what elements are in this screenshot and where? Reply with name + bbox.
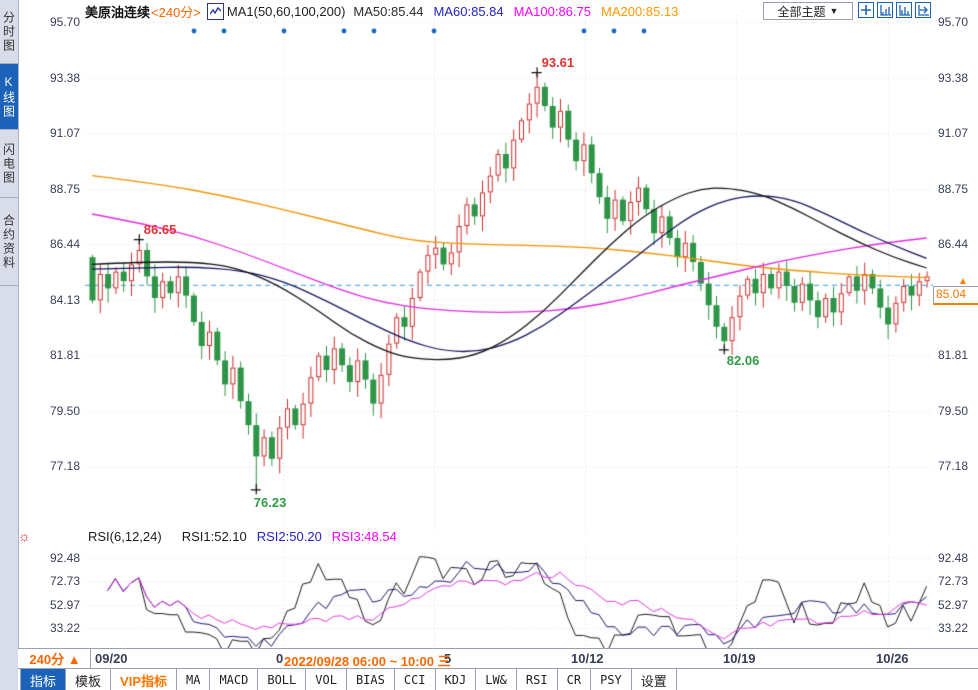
price-label-l-6: 81.81	[49, 348, 80, 363]
time-label-5: 10/26	[876, 651, 909, 666]
price-label-r-1: 93.38	[938, 70, 969, 85]
toolbar-tab-boll[interactable]: BOLL	[258, 669, 307, 690]
chevron-down-icon: ▼	[829, 6, 839, 16]
bar-datetime-tooltip: 2022/09/28 06:00 ~ 10:00 三	[284, 654, 451, 669]
rsi-legend: RSI(6,12,24) RSI1:52.10 RSI2:50.20 RSI3:48.…	[88, 529, 417, 544]
toolbar-tab-rsi[interactable]: RSI	[517, 669, 558, 690]
indicator-toolbar: 指标 模板 VIP指标 MA MACD BOLL VOL BIAS CCI KDJ LW& RSI CR…	[18, 668, 978, 690]
rsi-label-r-3: 33.22	[938, 620, 969, 635]
zoom-out-icon[interactable]	[877, 2, 893, 18]
sidebar-tab-kline-chart[interactable]: K线图	[0, 64, 18, 130]
extreme-label-93.61: 93.61	[541, 55, 575, 71]
price-label-r-7: 79.50	[938, 403, 969, 418]
toolbar-tab-macd[interactable]: MACD	[210, 669, 259, 690]
period-button[interactable]: 240分 ▲	[20, 649, 91, 668]
toolbar-tab-ma[interactable]: MA	[177, 669, 211, 690]
current-price-tag: 85.04	[933, 286, 978, 305]
price-label-l-7: 79.50	[49, 403, 80, 418]
extreme-label-82.06: 82.06	[726, 353, 760, 369]
zoom-in-icon[interactable]	[896, 2, 912, 18]
rsi-label-l-0: 92.48	[49, 551, 80, 565]
rsi-label-l-1: 72.73	[49, 574, 80, 589]
sidebar-tab-time-chart[interactable]: 分时图	[0, 0, 18, 64]
price-label-l-3: 88.75	[49, 181, 80, 196]
time-label-0: 09/20	[95, 651, 128, 666]
rsi-settings-label: RSI(6,12,24)	[88, 529, 162, 544]
price-label-r-6: 81.81	[938, 348, 969, 363]
toolbar-tab-indicator[interactable]: 指标	[20, 669, 67, 690]
time-label-4: 10/19	[723, 651, 756, 666]
time-label-3: 10/12	[571, 651, 604, 666]
time-axis: 240分 ▲ 09/20 0 5 10/12 10/19 10/26 2022/09/28 …	[18, 648, 978, 669]
toolbar-tab-kdj[interactable]: KDJ	[436, 669, 477, 690]
toolbar-tab-template[interactable]: 模板	[66, 669, 112, 690]
price-label-r-0: 95.70	[938, 15, 969, 29]
toolbar-tab-lw[interactable]: LW&	[476, 669, 517, 690]
price-label-l-5: 84.13	[49, 292, 80, 307]
toolbar-tab-cci[interactable]: CCI	[395, 669, 436, 690]
time-label-1: 0	[276, 651, 284, 666]
price-label-r-2: 91.07	[938, 126, 969, 141]
toolbar-tab-bias[interactable]: BIAS	[347, 669, 395, 690]
time-label-2: 5	[444, 651, 452, 666]
rsi-label-r-0: 92.48	[938, 551, 969, 565]
rsi-label-l-3: 33.22	[49, 620, 80, 635]
toolbar-tab-cr[interactable]: CR	[558, 669, 592, 690]
price-label-r-8: 77.18	[938, 459, 969, 474]
sidebar-tab-flash-chart[interactable]: 闪电图	[0, 130, 18, 198]
rsi-label-r-1: 72.73	[938, 574, 969, 589]
alert-flash-icon[interactable]: ☼	[18, 528, 31, 544]
toolbar-tab-settings[interactable]: 设置	[632, 669, 677, 690]
left-sidebar: 分时图 K线图 闪电图 合约资料	[0, 0, 19, 690]
price-label-r-3: 88.75	[938, 181, 969, 196]
toolbar-tab-vol[interactable]: VOL	[306, 669, 347, 690]
toolbar-tab-psy[interactable]: PSY	[591, 669, 632, 690]
price-label-l-8: 77.18	[49, 459, 80, 474]
price-label-l-2: 91.07	[49, 126, 80, 141]
extreme-label-76.23: 76.23	[253, 495, 287, 511]
extreme-label-86.65: 86.65	[143, 222, 177, 238]
rsi-label-l-2: 52.97	[49, 597, 80, 612]
rsi-chart-canvas[interactable]	[85, 548, 933, 648]
rsi-legend-item-1: RSI2:50.20	[256, 529, 322, 544]
price-label-r-4: 86.44	[938, 237, 969, 252]
price-label-l-0: 95.70	[49, 15, 80, 29]
main-chart-canvas[interactable]	[85, 15, 933, 532]
current-price-arrow: ▲	[958, 276, 968, 287]
price-label-l-4: 86.44	[49, 237, 80, 252]
rsi-legend-item-2: RSI3:48.54	[331, 529, 397, 544]
toolbar-tab-vip-indicator[interactable]: VIP指标	[111, 669, 177, 690]
sidebar-tab-contract-info[interactable]: 合约资料	[0, 198, 18, 286]
rsi-legend-item-0: RSI1:52.10	[181, 529, 247, 544]
rsi-label-r-2: 52.97	[938, 597, 969, 612]
price-label-l-1: 93.38	[49, 70, 80, 85]
